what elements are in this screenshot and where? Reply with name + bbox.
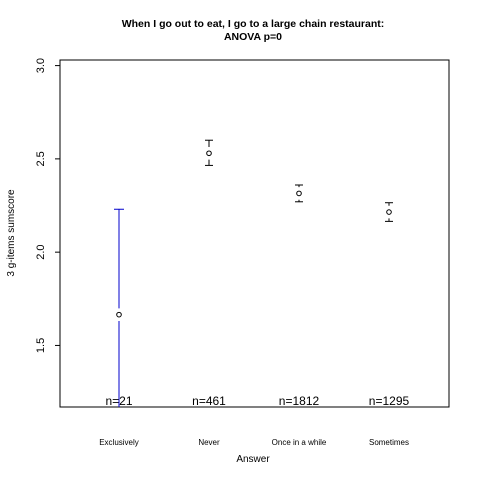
x-category-label: Sometimes — [369, 438, 409, 447]
y-axis: 1.5 2.0 2.5 3.0 — [35, 58, 60, 353]
n-label: n=21 — [105, 394, 132, 408]
x-axis-label: Answer — [236, 454, 270, 465]
y-axis-label: 3 g-items sumscore — [6, 189, 17, 277]
y-tick-label: 2.5 — [35, 151, 47, 166]
y-tick-label: 3.0 — [35, 58, 47, 73]
mean-point — [386, 209, 392, 215]
mean-point — [116, 311, 122, 318]
error-bars — [114, 139, 393, 407]
x-category-labels: Exclusively Never Once in a while Sometimes — [99, 438, 409, 447]
x-category-label: Exclusively — [99, 438, 139, 447]
mean-point — [206, 150, 212, 157]
n-labels: n=21 n=461 n=1812 n=1295 — [105, 394, 409, 408]
x-category-label: Once in a while — [272, 438, 327, 447]
n-label: n=1295 — [369, 394, 410, 408]
mean-point — [296, 190, 302, 197]
x-category-label: Never — [198, 438, 220, 447]
n-label: n=461 — [192, 394, 226, 408]
chart-title-line2: ANOVA p=0 — [224, 31, 282, 43]
chart-title-line1: When I go out to eat, I go to a large ch… — [122, 18, 385, 30]
n-label: n=1812 — [279, 394, 320, 408]
y-tick-label: 1.5 — [35, 338, 47, 353]
plot-frame — [59, 59, 450, 408]
y-tick-label: 2.0 — [35, 245, 47, 260]
